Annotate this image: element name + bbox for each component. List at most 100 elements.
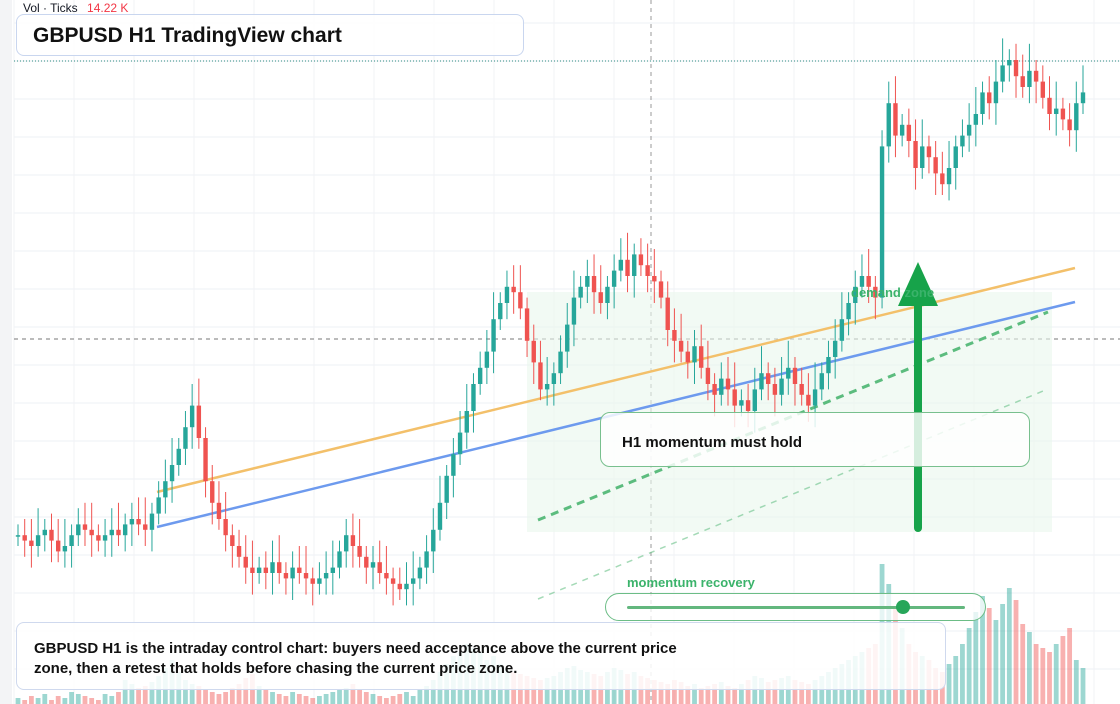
volume-bar (323, 694, 329, 704)
candle-body (62, 546, 68, 552)
momentum-recovery-slider[interactable] (605, 593, 986, 621)
candle-body (772, 384, 778, 395)
candle-body (29, 540, 34, 546)
candle-body (116, 529, 121, 536)
volume-bar (296, 694, 302, 704)
volume-bar (390, 696, 396, 704)
volume-bar (1020, 624, 1026, 704)
volume-bar (430, 680, 436, 704)
candle-body (96, 535, 101, 541)
candle-body (484, 351, 490, 368)
analysis-note: GBPUSD H1 is the intraday control chart:… (16, 622, 946, 690)
demand-zone-label: demand zone (851, 285, 935, 300)
candle-body (551, 373, 557, 384)
analysis-note-text: GBPUSD H1 is the intraday control chart:… (34, 640, 677, 677)
candle-body (826, 357, 831, 374)
candle-body (390, 578, 396, 584)
volume-bar (303, 696, 309, 704)
volume-bar (417, 690, 423, 704)
channel-upper-line (537, 310, 1049, 522)
candle-body (69, 535, 74, 546)
volume-bar (310, 698, 316, 704)
candle-body (652, 276, 657, 282)
candle-body (364, 556, 369, 568)
candle-body (330, 567, 336, 573)
candle-body (618, 259, 624, 271)
candle-body (283, 573, 289, 579)
candle-body (678, 340, 684, 352)
volume-bar (196, 686, 202, 704)
volume-bar (705, 686, 711, 704)
candle-body (745, 400, 751, 411)
candle-body (732, 389, 737, 406)
candle-body (457, 432, 463, 455)
volume-bar (69, 692, 74, 704)
candle-body (524, 308, 530, 341)
momentum-recovery-track (627, 606, 965, 609)
candle-body (725, 378, 731, 390)
volume-bar (678, 682, 684, 704)
candle-body (699, 346, 704, 368)
candle-body (136, 519, 141, 525)
candle-body (518, 292, 523, 309)
volume-bar (363, 692, 369, 704)
candle-body (752, 389, 757, 411)
volume-bar (1000, 604, 1006, 704)
candle-body (1067, 119, 1072, 131)
volume-bar (397, 694, 403, 704)
volume-bar (82, 696, 88, 704)
candle-body (444, 475, 449, 503)
volume-bar (1006, 588, 1012, 704)
volume-bar (665, 684, 671, 704)
candle-body (779, 378, 784, 395)
candle-body (156, 497, 161, 514)
volume-bar (1080, 668, 1086, 704)
candle-body (491, 319, 496, 352)
candle-body (189, 405, 195, 428)
volume-bar (337, 690, 342, 704)
volume-bar (1027, 632, 1032, 704)
volume-bar (404, 692, 409, 704)
volume-bar (35, 698, 41, 704)
volume-bar (330, 692, 336, 704)
candle-body (605, 286, 610, 303)
candle-body (471, 384, 476, 411)
candle-body (504, 286, 510, 303)
volume-bar (209, 692, 215, 704)
momentum-recovery-knob[interactable] (896, 600, 911, 614)
candle-body (1013, 60, 1019, 77)
candle-body (886, 103, 891, 147)
candle-body (477, 367, 483, 384)
candle-body (692, 346, 697, 363)
candle-body (22, 535, 27, 541)
candle-body (538, 362, 543, 390)
volume-bar (317, 696, 322, 704)
candle-body (256, 567, 262, 573)
volume-bar (1033, 644, 1039, 704)
candle-body (337, 551, 342, 568)
candle-body (183, 427, 188, 449)
volume-bar (383, 698, 389, 704)
candle-body (531, 340, 536, 363)
candle-body (89, 529, 94, 536)
volume-bar (343, 688, 349, 704)
candle-body (498, 303, 503, 320)
candle-body (611, 270, 617, 287)
volume-bar (745, 680, 751, 704)
volume-bar (42, 694, 48, 704)
candle-body (632, 254, 637, 276)
volume-bar (732, 688, 738, 704)
volume-bar (89, 698, 95, 704)
candle-body (712, 384, 717, 395)
candle-body (290, 567, 295, 579)
volume-bar (276, 694, 282, 704)
candle-body (297, 567, 302, 573)
volume-bar (270, 692, 275, 704)
volume-bar (156, 676, 162, 704)
candle-body (853, 286, 858, 303)
volume-bar (256, 686, 262, 704)
candle-body (625, 259, 630, 276)
volume-bar (216, 694, 222, 704)
candle-body (109, 529, 114, 536)
